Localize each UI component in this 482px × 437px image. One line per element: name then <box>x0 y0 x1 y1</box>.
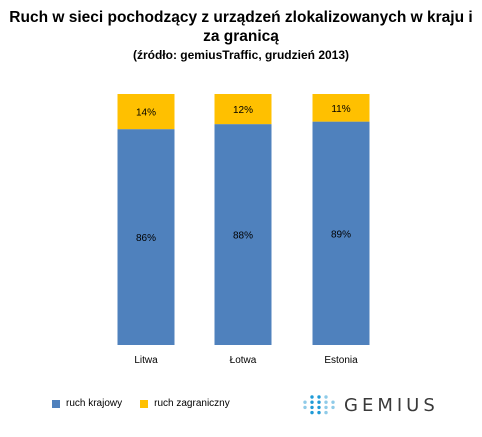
logo-dot <box>331 400 335 404</box>
logo-dot <box>303 405 307 410</box>
logo-dot <box>324 400 328 404</box>
logo-dot <box>317 410 321 415</box>
data-label-ruch-krajowy-3: 89% <box>331 229 351 240</box>
logo-dot <box>324 405 328 410</box>
x-tick-label-2: Łotwa <box>230 355 257 366</box>
logo-dot <box>317 405 321 410</box>
chart-title: Ruch w sieci pochodzący z urządzeń zloka… <box>9 9 473 45</box>
bar-ruch-krajowy-2 <box>214 124 272 346</box>
gemius-logo-text: GEMIUS <box>344 394 439 416</box>
logo-dot <box>310 400 314 404</box>
bar-ruch-zagraniczny-3 <box>312 94 370 122</box>
legend-item-ruch-krajowy: ruch krajowy <box>52 398 122 409</box>
legend-swatch-ruch-zagraniczny <box>140 399 149 408</box>
legend-item-ruch-zagraniczny: ruch zagraniczny <box>140 398 230 409</box>
data-label-ruch-zagraniczny-3: 11% <box>331 104 350 115</box>
data-label-ruch-zagraniczny-2: 12% <box>233 105 253 116</box>
logo-dot <box>317 395 321 399</box>
data-label-ruch-krajowy-2: 88% <box>233 231 253 242</box>
legend-label-ruch-zagraniczny: ruch zagraniczny <box>154 398 230 409</box>
bar-ruch-krajowy-3 <box>312 121 370 345</box>
logo-dot <box>324 410 328 415</box>
gemius-dots-icon <box>303 395 335 415</box>
legend-swatch-ruch-krajowy <box>52 399 60 408</box>
x-tick-label-3: Estonia <box>324 355 358 366</box>
bar-ruch-zagraniczny-2 <box>214 94 272 125</box>
logo-dot <box>303 400 307 404</box>
data-label-ruch-krajowy-1: 86% <box>136 233 156 244</box>
chart-legend: ruch krajowy ruch zagraniczny <box>52 398 248 409</box>
logo-dot <box>317 400 321 404</box>
bar-ruch-krajowy-1 <box>117 129 175 345</box>
logo-dot <box>331 405 335 410</box>
logo-dot <box>324 395 328 399</box>
data-label-ruch-zagraniczny-1: 14% <box>136 108 156 119</box>
legend-label-ruch-krajowy: ruch krajowy <box>66 398 123 409</box>
logo-dot <box>310 410 314 415</box>
chart-subtitle: (źródło: gemiusTraffic, grudzień 2013) <box>132 48 350 62</box>
logo-dot <box>310 405 314 410</box>
bar-ruch-zagraniczny-1 <box>117 94 175 130</box>
gemius-logo: GEMIUS <box>302 394 439 416</box>
x-tick-label-1: Litwa <box>134 355 158 366</box>
logo-dot <box>310 395 314 399</box>
